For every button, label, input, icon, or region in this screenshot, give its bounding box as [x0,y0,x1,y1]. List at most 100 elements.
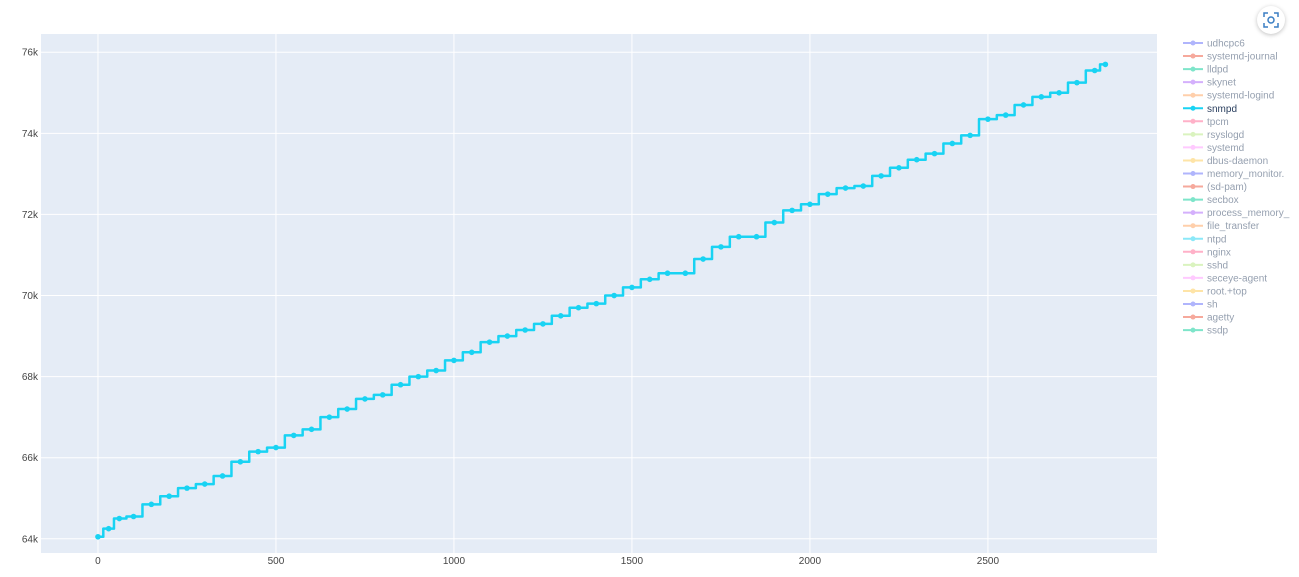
legend-marker-swatch [1190,79,1196,85]
data-point [540,321,546,327]
legend-marker-swatch [1190,171,1196,176]
legend-item-udhcpc6[interactable]: udhcpc6 [1183,39,1245,50]
legend-item-(sd-pam)[interactable]: (sd-pam) [1183,182,1247,193]
legend-item-snmpd[interactable]: snmpd [1183,104,1237,115]
data-point [1074,79,1080,86]
data-point [913,156,920,163]
legend: udhcpc6 systemd-journal lldpd skynet systemd… [1183,39,1290,337]
legend-item-seceye-agent[interactable]: seceye-agent [1183,273,1267,284]
legend-item-ssdp[interactable]: ssdp [1183,326,1229,337]
legend-label: systemd [1207,143,1244,154]
legend-item-tpcm[interactable]: tpcm [1183,117,1229,128]
series-line [97,63,1106,539]
legend-item-lldpd[interactable]: lldpd [1183,65,1228,76]
screenshot-icon [1263,12,1279,28]
y-tick-label: 72k [22,210,39,221]
data-point [967,132,973,139]
series-snmpd [95,61,1109,540]
legend-label: systemd-journal [1207,52,1278,63]
legend-marker-swatch [1190,53,1196,59]
data-point [1020,102,1027,108]
legend-marker-swatch [1190,275,1196,281]
data-point [451,357,457,364]
x-tick-label: 1000 [443,556,466,567]
data-point [433,367,439,374]
legend-item-memory_monitor.[interactable]: memory_monitor. [1183,169,1284,180]
y-tick-label: 76k [22,48,39,59]
data-point [1102,61,1109,68]
legend-marker-swatch [1190,105,1196,111]
legend-label: systemd-logind [1207,91,1274,102]
legend-item-ntpd[interactable]: ntpd [1183,234,1226,245]
data-point [1002,112,1009,118]
data-point [878,173,884,179]
data-point [148,501,155,508]
data-point [985,116,991,122]
data-point [486,339,493,345]
plot-area[interactable] [41,34,1157,553]
legend-label: root.+top [1207,286,1247,297]
legend-label: seceye-agent [1207,273,1267,284]
data-point [842,185,849,191]
legend-marker-swatch [1190,197,1196,203]
legend-item-nginx[interactable]: nginx [1183,247,1231,258]
legend-item-sshd[interactable]: sshd [1183,260,1228,271]
legend-marker-swatch [1190,66,1196,72]
legend-item-systemd[interactable]: systemd [1183,143,1244,154]
legend-marker-swatch [1190,184,1196,190]
legend-label: ntpd [1207,234,1226,245]
legend-item-secbox[interactable]: secbox [1183,195,1239,206]
data-point [184,485,190,491]
data-point [896,165,902,171]
data-point [860,183,867,189]
legend-item-systemd-logind[interactable]: systemd-logind [1183,91,1274,102]
data-point [522,327,528,333]
legend-label: file_transfer [1207,221,1260,232]
legend-label: secbox [1207,195,1239,206]
data-point [116,515,123,522]
legend-item-skynet[interactable]: skynet [1183,78,1236,89]
data-point [1091,67,1098,74]
legend-label: sh [1207,300,1218,311]
legend-label: udhcpc6 [1207,39,1245,50]
legend-item-sh[interactable]: sh [1183,300,1218,311]
modebar-screenshot-button[interactable] [1257,6,1285,34]
data-point [646,276,653,283]
x-tick-label: 500 [268,556,285,567]
data-point [807,201,813,208]
data-point [219,473,226,479]
legend-item-systemd-journal[interactable]: systemd-journal [1183,52,1278,63]
legend-item-file_transfer[interactable]: file_transfer [1183,221,1260,232]
data-point [664,270,671,277]
legend-marker-swatch [1190,288,1196,294]
legend-item-dbus-daemon[interactable]: dbus-daemon [1183,156,1268,167]
x-tick-label: 1500 [621,556,644,567]
data-point [397,381,404,388]
data-point [753,233,760,240]
legend-label: tpcm [1207,117,1229,128]
legend-marker-swatch [1190,314,1196,320]
legend-marker-swatch [1190,40,1196,46]
data-point [771,219,778,226]
y-axis: 64k 66k 68k 70k 72k 74k 76k [22,48,39,546]
legend-item-process_memory_[interactable]: process_memory_ [1183,208,1290,219]
data-point [700,256,706,262]
legend-label: (sd-pam) [1207,182,1247,193]
legend-marker-swatch [1190,131,1196,137]
legend-marker-swatch [1190,210,1196,216]
legend-item-rsyslogd[interactable]: rsyslogd [1183,130,1244,141]
data-point [949,140,956,147]
legend-marker-swatch [1190,327,1196,333]
data-point [362,396,368,402]
legend-label: nginx [1207,247,1231,258]
data-point [1038,94,1045,100]
plot-background [41,34,1157,553]
data-point [201,481,208,487]
y-tick-label: 68k [22,372,39,383]
legend-item-agetty[interactable]: agetty [1183,313,1234,324]
legend-label: process_memory_ [1207,208,1290,219]
data-point [593,300,600,307]
data-point [237,458,244,465]
legend-item-root.+top[interactable]: root.+top [1183,286,1247,297]
legend-marker-swatch [1190,301,1196,307]
